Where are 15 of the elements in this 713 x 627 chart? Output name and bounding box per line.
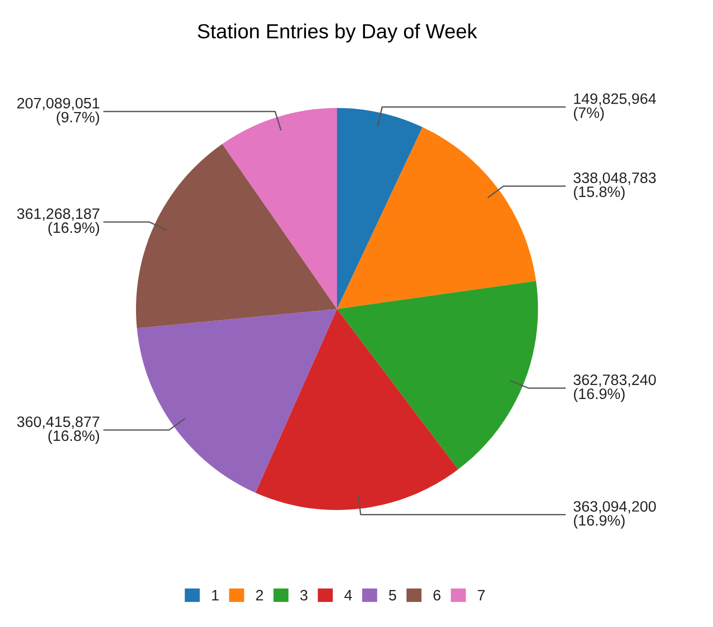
data-label: 360,415,877 (16.8%): [17, 416, 100, 444]
legend-label: 6: [434, 590, 440, 601]
data-label: 362,783,240 (16.9%): [574, 374, 656, 402]
data-label: 363,094,200 (16.9%): [574, 501, 656, 529]
data-label: 338,048,783 (15.8%): [574, 172, 656, 200]
chart-title: Station Entries by Day of Week: [198, 24, 478, 42]
legend-label: 5: [389, 590, 396, 601]
legend-label: 1: [212, 590, 219, 600]
legend-label: 7: [478, 590, 485, 600]
data-label: 207,089,051 (9.7%): [17, 98, 100, 126]
legend-label: 3: [300, 590, 308, 601]
legend-label: 4: [344, 590, 352, 600]
data-label: 149,825,964 (7%): [574, 93, 656, 121]
data-label: 361,268,187 (16.9%): [17, 208, 100, 236]
legend-label: 2: [256, 590, 263, 600]
